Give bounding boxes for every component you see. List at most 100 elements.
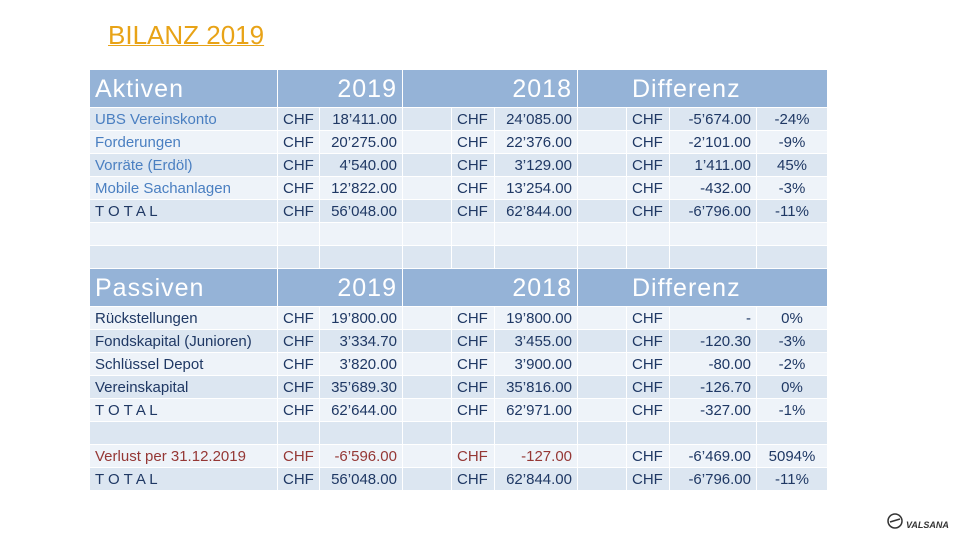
table-cell: CHF	[278, 376, 320, 399]
table-cell-bg	[578, 307, 627, 330]
table-cell: 2018	[452, 70, 578, 108]
table-cell: 13’254.00	[495, 177, 578, 200]
table-cell-bg	[670, 223, 757, 246]
table-cell: CHF	[627, 177, 670, 200]
table-cell: 12’822.00	[320, 177, 403, 200]
table-cell: 5094%	[757, 445, 828, 468]
table-cell: CHF	[452, 330, 495, 353]
table-cell: 3’900.00	[495, 353, 578, 376]
table-cell: CHF	[627, 108, 670, 131]
table-cell-bg	[578, 200, 627, 223]
table-cell: Vereinskapital	[90, 376, 278, 399]
table-cell: T O T A L	[90, 200, 278, 223]
table-cell: UBS Vereinskonto	[90, 108, 278, 131]
table-cell: Passiven	[90, 269, 278, 307]
slide-title: BILANZ 2019	[108, 20, 265, 50]
table-cell: CHF	[627, 445, 670, 468]
table-cell: 1’411.00	[670, 154, 757, 177]
table-cell: 2019	[278, 70, 403, 108]
table-cell-bg	[403, 108, 452, 131]
table-cell: CHF	[452, 131, 495, 154]
table-cell: CHF	[278, 353, 320, 376]
table-cell-bg	[578, 353, 627, 376]
table-cell: 35’689.30	[320, 376, 403, 399]
table-cell: -126.70	[670, 376, 757, 399]
table-cell: -3%	[757, 177, 828, 200]
table-cell: -6’796.00	[670, 468, 757, 491]
table-cell: 2018	[452, 269, 578, 307]
table-cell-bg	[452, 422, 495, 445]
table-cell: 56’048.00	[320, 200, 403, 223]
table-cell: CHF	[278, 399, 320, 422]
table-cell: CHF	[452, 376, 495, 399]
table-cell-bg	[670, 422, 757, 445]
table-cell-bg	[403, 223, 452, 246]
table-cell: Differenz	[627, 269, 828, 307]
table-cell: CHF	[278, 131, 320, 154]
table-cell: Verlust per 31.12.2019	[90, 445, 278, 468]
table-cell: CHF	[452, 353, 495, 376]
table-cell: 62’844.00	[495, 200, 578, 223]
table-cell-bg	[320, 223, 403, 246]
table-cell: CHF	[278, 468, 320, 491]
table-cell-bg	[403, 131, 452, 154]
table-cell-bg	[578, 422, 627, 445]
table-cell-bg	[627, 422, 670, 445]
table-cell: -6’596.00	[320, 445, 403, 468]
table-cell-bg	[403, 376, 452, 399]
table-cell: CHF	[452, 108, 495, 131]
table-cell: Fondskapital (Junioren)	[90, 330, 278, 353]
table-cell-bg	[578, 246, 627, 269]
table-cell-bg	[578, 177, 627, 200]
table-cell: -2’101.00	[670, 131, 757, 154]
table-cell-bg	[578, 399, 627, 422]
table-cell: Schlüssel Depot	[90, 353, 278, 376]
logo-icon	[887, 513, 903, 529]
table-cell: 0%	[757, 307, 828, 330]
table-cell: -127.00	[495, 445, 578, 468]
table-cell-bg	[403, 353, 452, 376]
table-cell: CHF	[278, 307, 320, 330]
table-cell: -327.00	[670, 399, 757, 422]
table-cell: 35’816.00	[495, 376, 578, 399]
table-cell: -11%	[757, 468, 828, 491]
table-cell-bg	[578, 445, 627, 468]
table-cell: 3’820.00	[320, 353, 403, 376]
table-cell: 62’844.00	[495, 468, 578, 491]
table-cell-bg	[403, 468, 452, 491]
table-cell: 24’085.00	[495, 108, 578, 131]
table-cell-bg	[320, 246, 403, 269]
table-cell-bg	[757, 246, 828, 269]
table-cell: -9%	[757, 131, 828, 154]
table-cell: 45%	[757, 154, 828, 177]
table-cell: -3%	[757, 330, 828, 353]
table-cell: CHF	[278, 330, 320, 353]
table-cell-bg	[757, 223, 828, 246]
table-cell-bg	[578, 376, 627, 399]
table-cell: CHF	[452, 200, 495, 223]
table-cell: Differenz	[627, 70, 828, 108]
table-cell: CHF	[627, 200, 670, 223]
table-cell-bg	[403, 445, 452, 468]
table-cell: CHF	[627, 376, 670, 399]
table-cell: Rückstellungen	[90, 307, 278, 330]
table-cell-bg	[278, 223, 320, 246]
table-cell: 20’275.00	[320, 131, 403, 154]
table-cell: -80.00	[670, 353, 757, 376]
table-cell-bg	[627, 246, 670, 269]
table-cell: CHF	[627, 468, 670, 491]
table-cell-bg	[627, 223, 670, 246]
table-cell: 19’800.00	[495, 307, 578, 330]
table-cell: 56’048.00	[320, 468, 403, 491]
table-cell-bg	[452, 246, 495, 269]
table-cell: CHF	[452, 399, 495, 422]
table-cell-bg	[578, 330, 627, 353]
table-cell: 0%	[757, 376, 828, 399]
table-cell: CHF	[452, 468, 495, 491]
table-cell-bg	[578, 131, 627, 154]
table-cell-bg	[578, 108, 627, 131]
table-cell: CHF	[278, 445, 320, 468]
table-cell: -	[670, 307, 757, 330]
table-cell-bg	[403, 177, 452, 200]
